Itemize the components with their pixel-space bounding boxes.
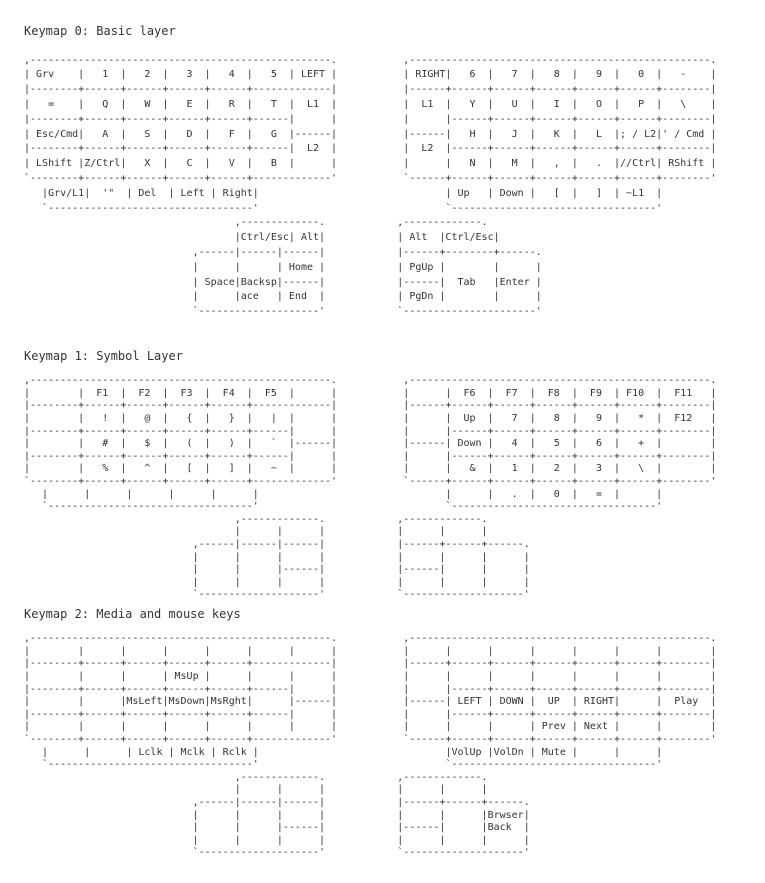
keymap-1-title: Keymap 1: Symbol Layer — [24, 349, 183, 363]
keymap-section-media-mouse-layer: Keymap 2: Media and mouse keys ,--------… — [24, 608, 716, 860]
keymap-2-title: Keymap 2: Media and mouse keys — [24, 607, 241, 621]
keymap-2-ascii-diagram: ,---------------------------------------… — [24, 633, 717, 859]
keymap-0-title: Keymap 0: Basic layer — [24, 24, 176, 38]
keymap-section-basic-layer: Keymap 0: Basic layer ,-----------------… — [24, 24, 716, 320]
keymap-1-ascii-diagram: ,---------------------------------------… — [24, 375, 717, 601]
keymap-0-ascii-diagram: ,---------------------------------------… — [24, 54, 717, 318]
keymap-section-symbol-layer: Keymap 1: Symbol Layer ,----------------… — [24, 350, 716, 602]
